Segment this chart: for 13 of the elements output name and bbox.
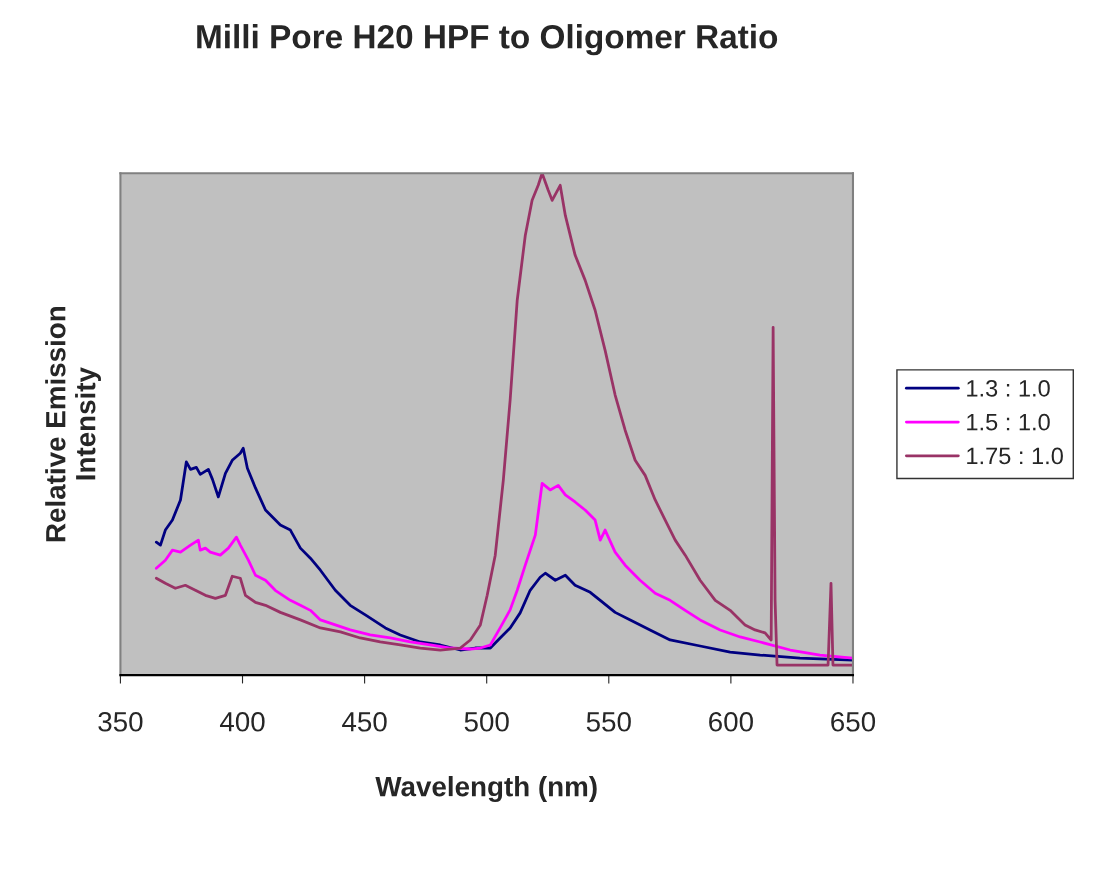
chart-title: Milli Pore H20 HPF to Oligomer Ratio — [197, 24, 778, 56]
legend-label: 1.3 : 1.0 — [967, 379, 1050, 397]
legend-label: 1.5 : 1.0 — [967, 413, 1050, 431]
x-tick-label: 600 — [709, 711, 753, 732]
x-tick-label: 400 — [219, 711, 265, 732]
y-axis-title: Relative Emission Intensity — [45, 307, 101, 542]
legend-label: 1.75 : 1.0 — [967, 447, 1063, 465]
x-tick-label: 450 — [342, 711, 387, 732]
x-tick-label: 650 — [831, 711, 876, 732]
x-tick-label: 350 — [98, 711, 143, 732]
x-tick-label: 500 — [464, 711, 509, 732]
x-axis-title: Wavelength (nm) — [375, 776, 597, 803]
x-tick-label: 550 — [586, 711, 631, 732]
